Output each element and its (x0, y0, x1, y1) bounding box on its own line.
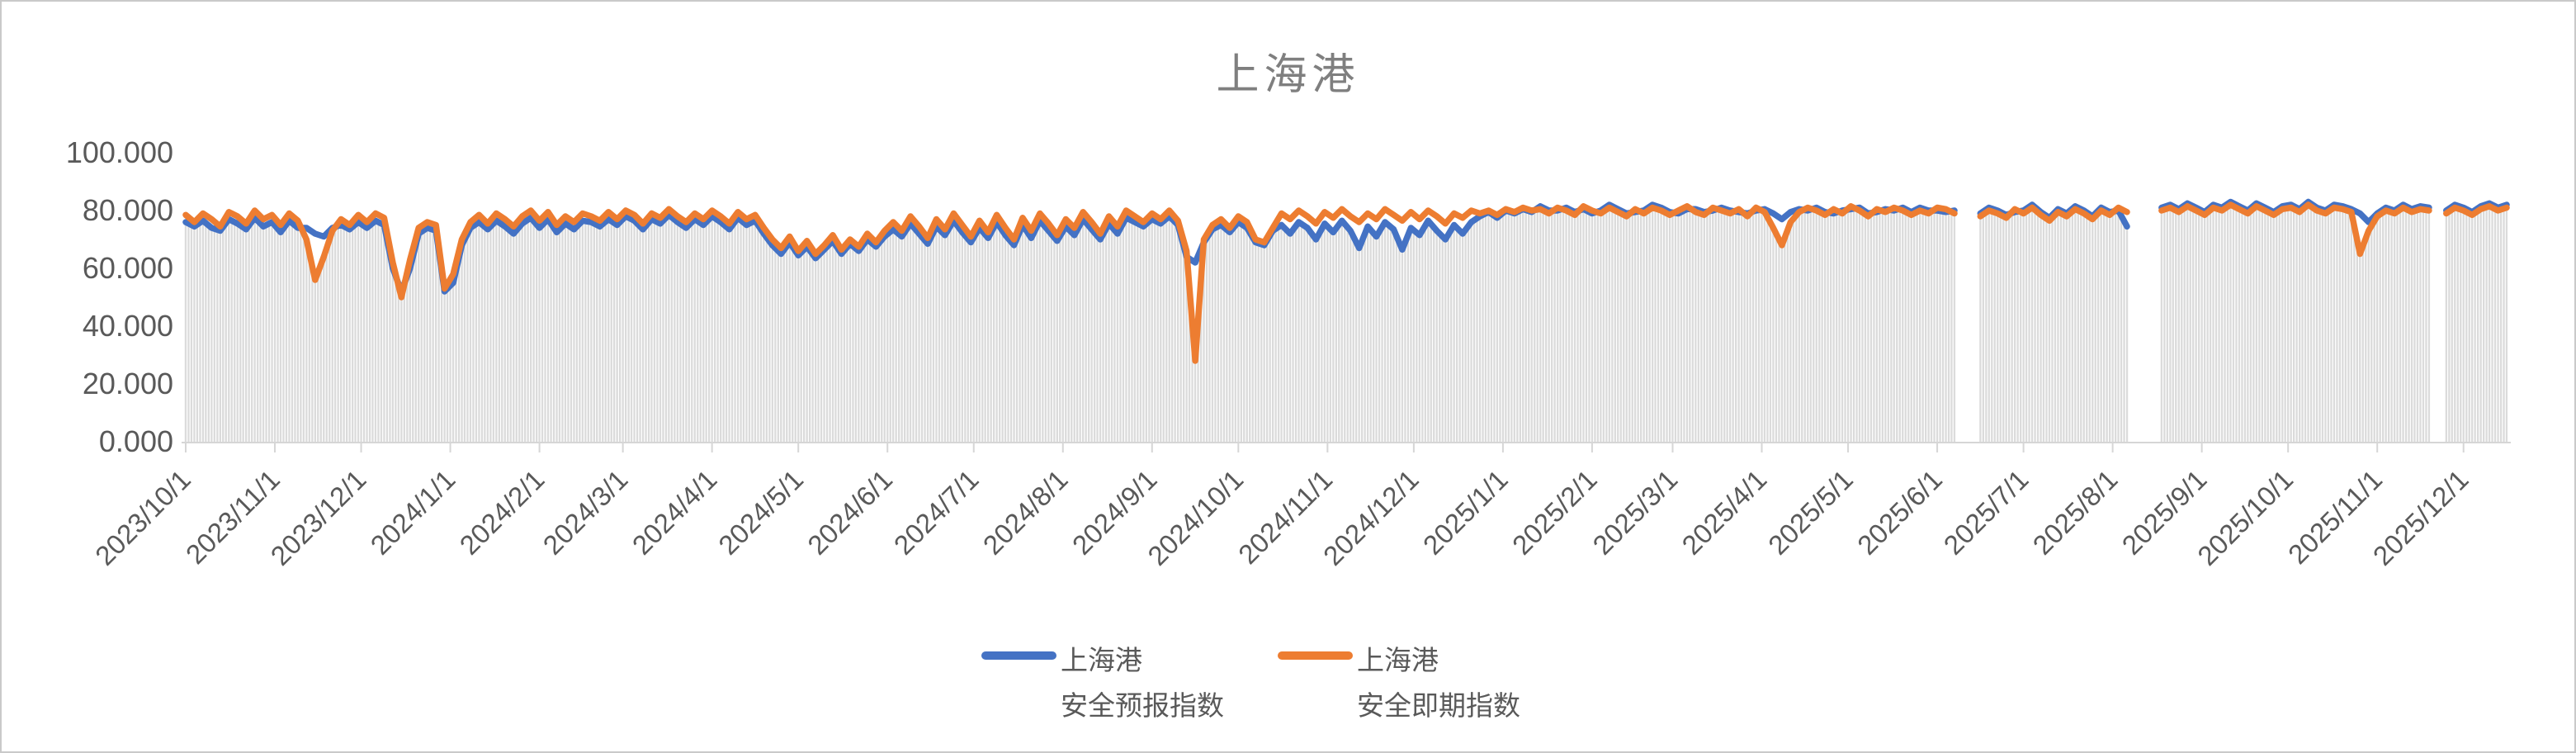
svg-text:2025/4/1: 2025/4/1 (1676, 464, 1772, 561)
svg-text:2024/3/1: 2024/3/1 (537, 464, 634, 561)
svg-text:0.000: 0.000 (99, 424, 173, 458)
svg-text:2024/12/1: 2024/12/1 (1317, 464, 1425, 571)
chart-title: 上海港 (1216, 51, 1360, 99)
svg-text:2025/6/1: 2025/6/1 (1851, 464, 1948, 561)
svg-text:2024/7/1: 2024/7/1 (888, 464, 985, 561)
legend-label-line2: 安全即期指数 (1357, 690, 1520, 721)
svg-text:100.000: 100.000 (66, 135, 173, 169)
legend-item-spot-index: 上海港 安全即期指数 (1278, 637, 1520, 728)
svg-text:40.000: 40.000 (83, 309, 173, 343)
svg-text:2024/4/1: 2024/4/1 (626, 464, 723, 561)
svg-text:20.000: 20.000 (83, 367, 173, 400)
svg-text:2025/2/1: 2025/2/1 (1506, 464, 1603, 561)
legend: 上海港 安全预报指数 上海港 安全即期指数 (981, 637, 1520, 728)
svg-text:2024/5/1: 2024/5/1 (712, 464, 809, 561)
svg-text:2025/3/1: 2025/3/1 (1586, 464, 1683, 561)
legend-item-forecast-index: 上海港 安全预报指数 (981, 637, 1224, 728)
legend-swatch-spot-index (1278, 651, 1353, 660)
svg-text:80.000: 80.000 (83, 193, 173, 227)
legend-label-forecast-index: 上海港 安全预报指数 (1061, 637, 1224, 728)
legend-label-spot-index: 上海港 安全即期指数 (1357, 637, 1520, 728)
svg-text:2023/10/1: 2023/10/1 (89, 464, 196, 571)
svg-text:2024/10/1: 2024/10/1 (1141, 464, 1249, 571)
svg-text:2025/8/1: 2025/8/1 (2027, 464, 2124, 561)
legend-label-line2: 安全预报指数 (1061, 690, 1224, 721)
svg-text:2025/5/1: 2025/5/1 (1762, 464, 1859, 561)
svg-text:2024/6/1: 2024/6/1 (801, 464, 898, 561)
svg-text:2023/12/1: 2023/12/1 (265, 464, 372, 571)
svg-text:2024/8/1: 2024/8/1 (977, 464, 1074, 561)
svg-text:2025/7/1: 2025/7/1 (1938, 464, 2035, 561)
svg-text:2025/1/1: 2025/1/1 (1417, 464, 1514, 561)
legend-swatch-forecast-index (981, 651, 1056, 660)
legend-label-line1: 上海港 (1061, 645, 1142, 675)
svg-text:2025/10/1: 2025/10/1 (2191, 464, 2299, 571)
svg-text:2024/1/1: 2024/1/1 (365, 464, 461, 561)
svg-text:2025/12/1: 2025/12/1 (2367, 464, 2474, 571)
legend-label-line1: 上海港 (1357, 645, 1439, 675)
svg-text:2024/2/1: 2024/2/1 (454, 464, 551, 561)
svg-text:60.000: 60.000 (83, 251, 173, 285)
